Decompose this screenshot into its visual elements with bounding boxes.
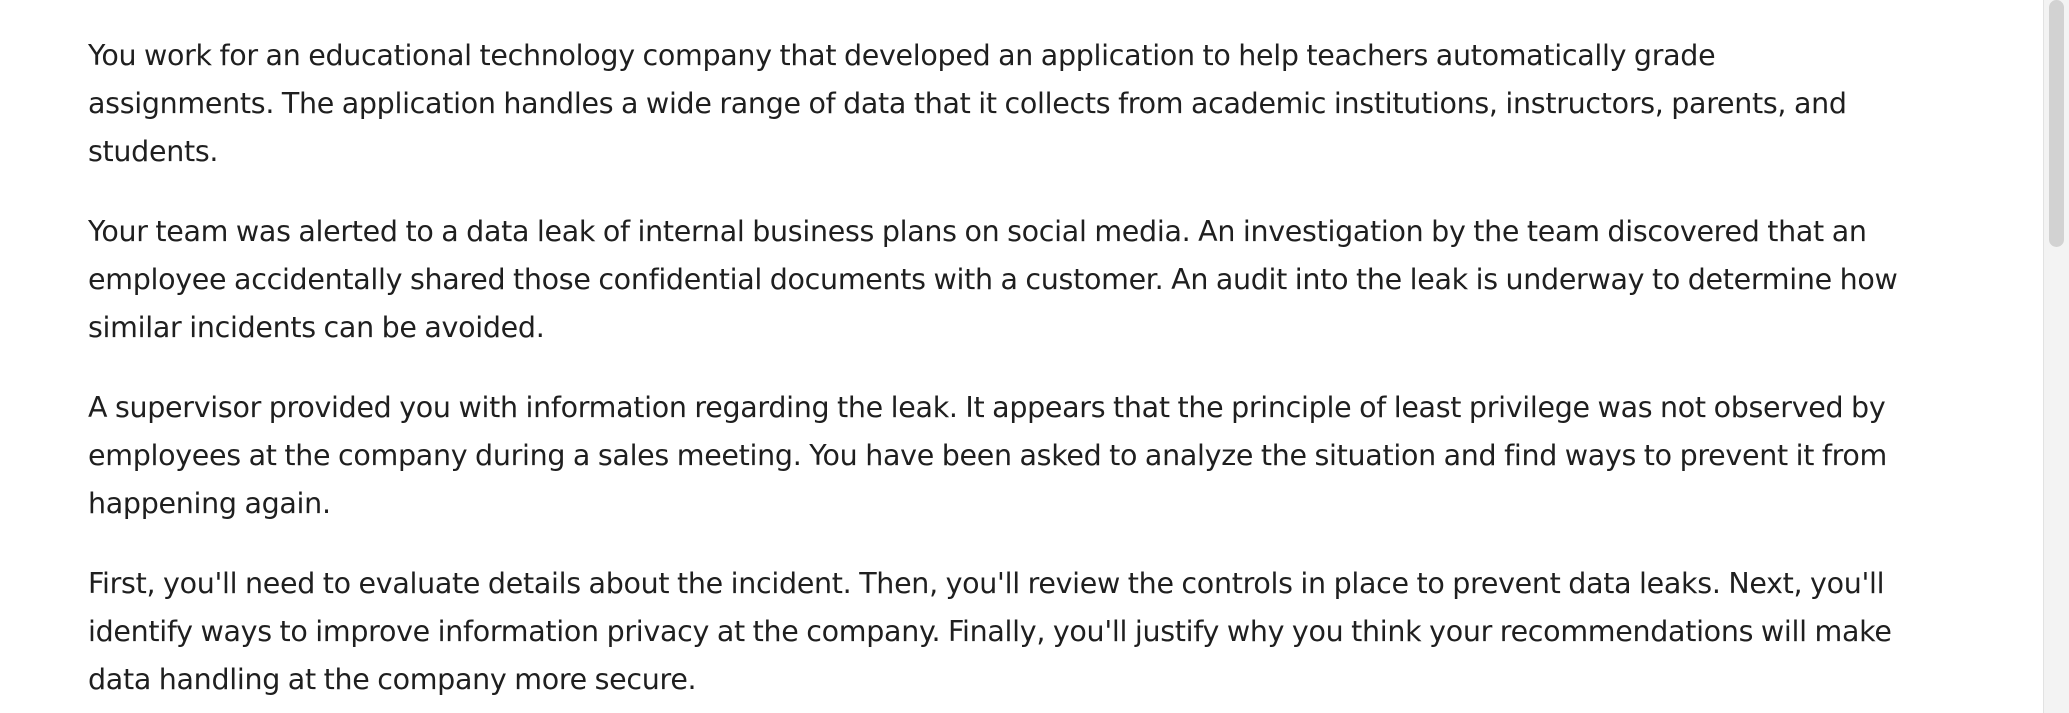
scrollbar-thumb[interactable]	[2049, 0, 2064, 247]
task-steps-paragraph: First, you'll need to evaluate details a…	[88, 567, 1892, 696]
supervisor-info-paragraph: A supervisor provided you with informati…	[88, 391, 1887, 520]
intro-paragraph: You work for an educational technology c…	[88, 39, 1847, 168]
instructions-content: You work for an educational technology c…	[88, 32, 1908, 713]
leak-alert-paragraph: Your team was alerted to a data leak of …	[88, 215, 1898, 344]
vertical-scrollbar[interactable]	[2043, 0, 2069, 713]
